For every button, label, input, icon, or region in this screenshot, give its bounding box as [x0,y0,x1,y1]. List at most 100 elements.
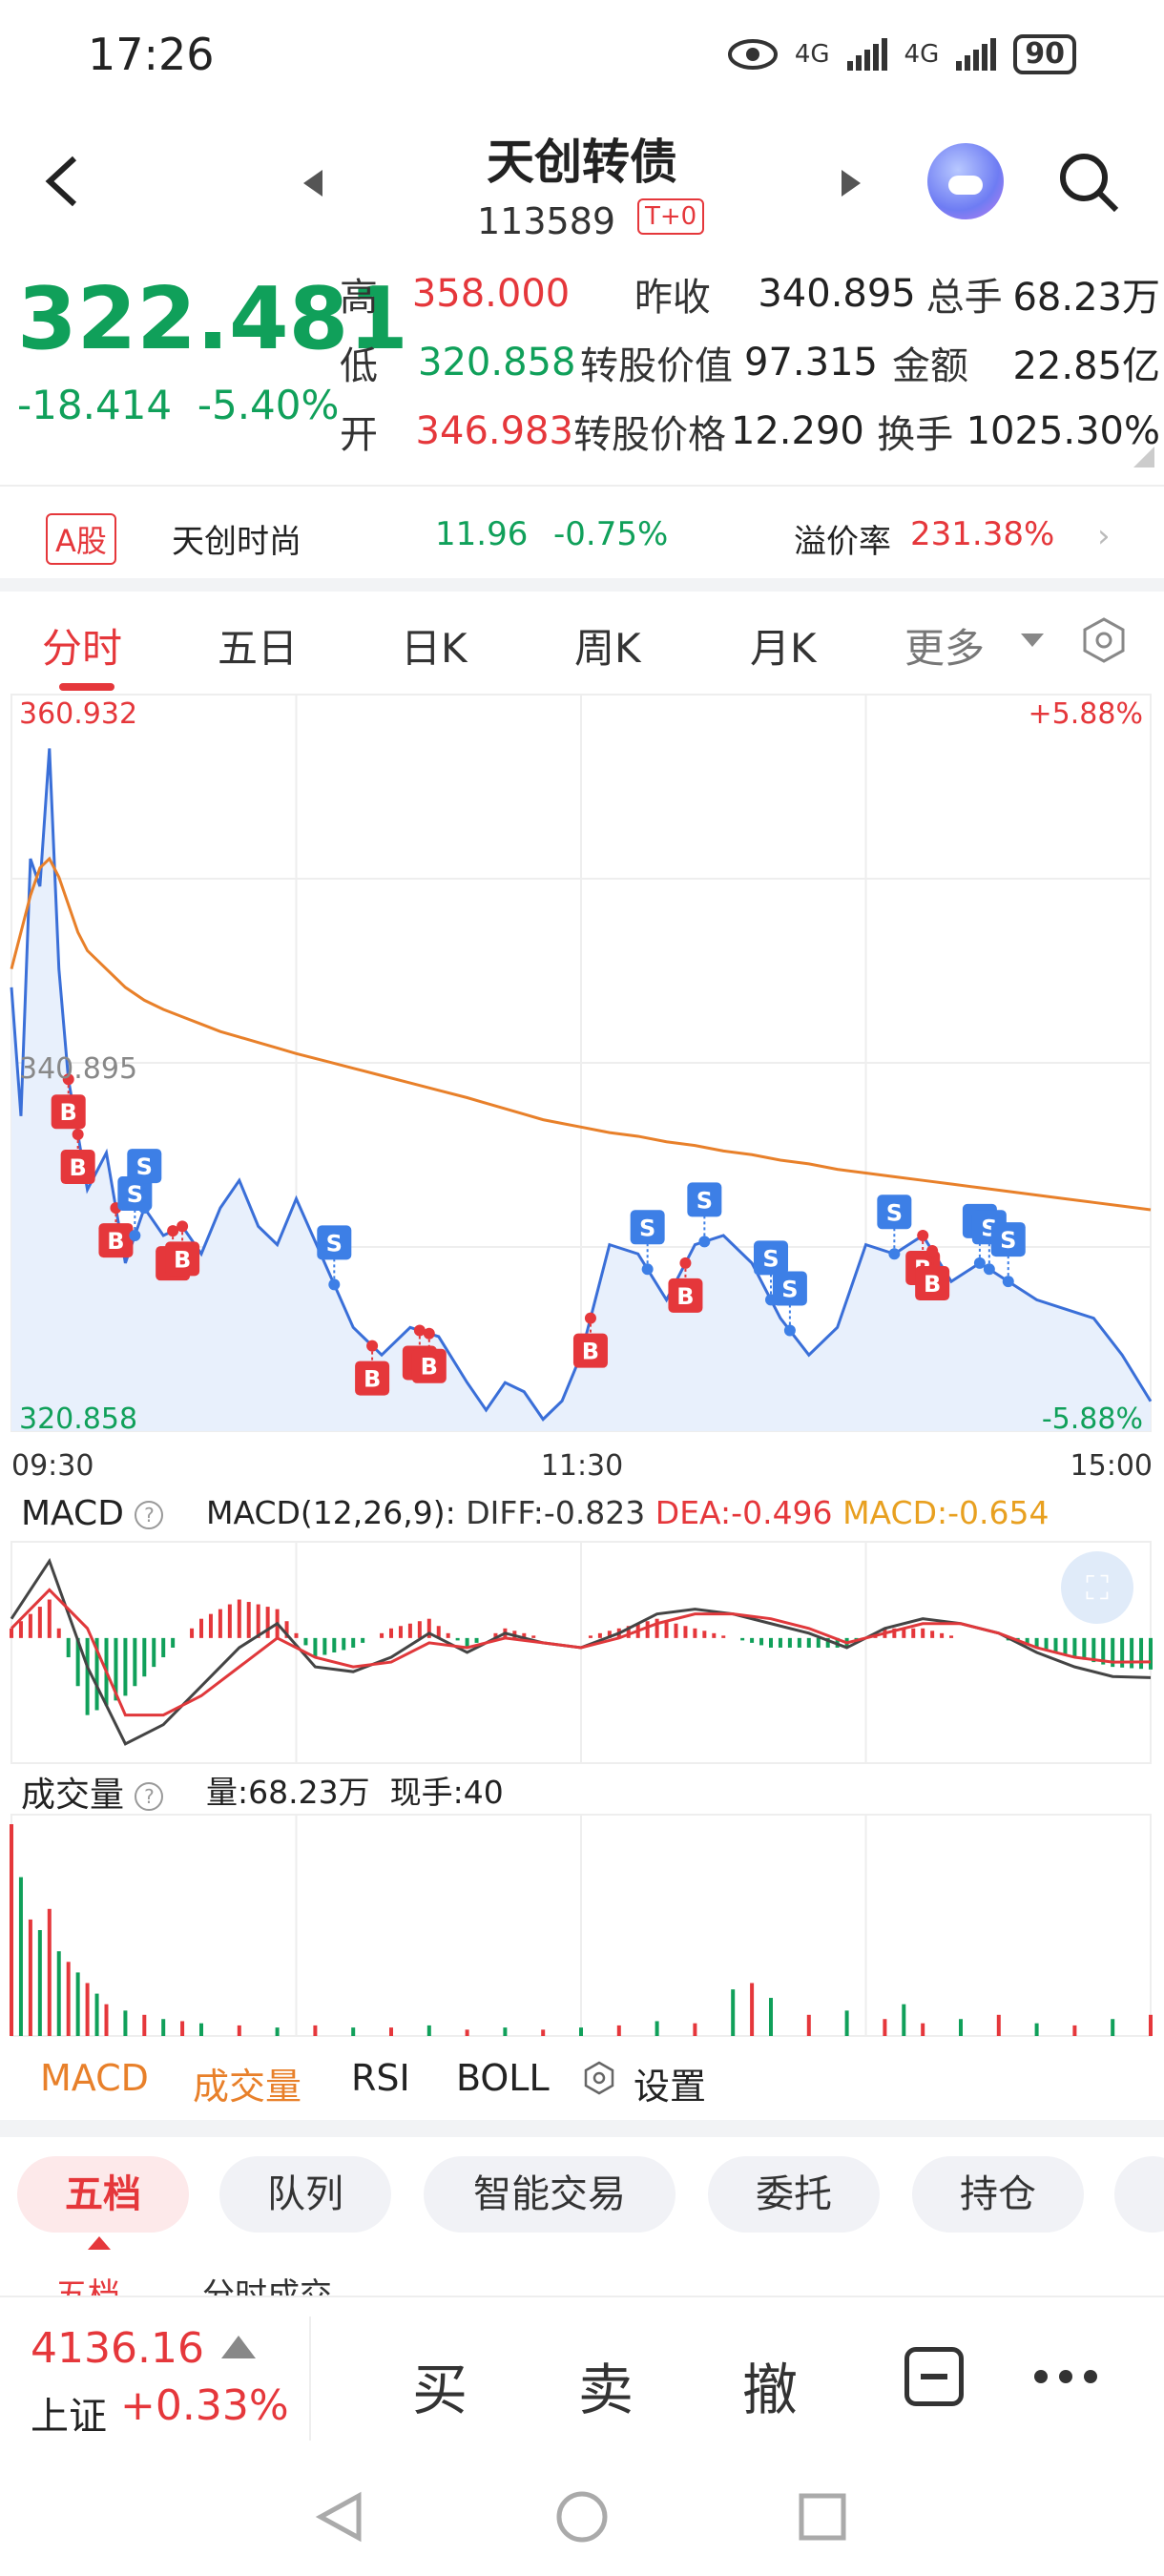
trade-point [72,1129,84,1141]
trade-point [973,1257,986,1269]
tab-smart-trade[interactable]: 智能交易 [424,2156,676,2233]
expand-corner-icon[interactable] [1133,447,1154,467]
volume-bar [142,2014,147,2036]
nav-back-icon[interactable] [315,2491,362,2543]
more-icon[interactable] [1034,2370,1097,2383]
sell-marker [317,1225,352,1260]
tab-orders[interactable]: 委托 [708,2156,880,2233]
indicator-rsi[interactable]: RSI [351,2057,410,2099]
trade-point [888,1248,901,1260]
tab-five-day[interactable]: 五日 [218,625,299,672]
prev-security-icon[interactable] [303,170,322,197]
status-time: 17:26 [88,29,215,80]
buy-marker [572,1333,608,1368]
next-security-icon[interactable] [842,170,861,197]
y-top-label: 360.932 [19,697,137,731]
volume-header: 成交量 ? 量:68.23万 现手:40 [0,1767,1164,1815]
bottom-bar: 4136.16 上证 +0.33% 买 卖 撤 [0,2296,1164,2458]
sell-marker-label: S [639,1215,655,1241]
assistant-bot-icon[interactable] [927,143,1004,219]
quote-label: 转股价值 [580,344,733,388]
x-label-noon: 11:30 [541,1449,623,1479]
volume-bar [56,1951,61,2036]
a-share-change: -0.75% [553,515,669,553]
tab-monthly-k[interactable]: 月K [750,625,817,672]
trade-point [641,1263,654,1276]
macd-values: MACD(12,26,9): DIFF:-0.823 DEA:-0.496 MA… [206,1494,1049,1531]
last-trade-size: 现手:40 [389,1774,504,1811]
indicator-boll[interactable]: BOLL [456,2057,550,2099]
indicator-macd[interactable]: MACD [40,2057,149,2099]
chevron-down-icon[interactable] [1021,634,1044,647]
indicator-volume[interactable]: 成交量 [193,2066,302,2108]
macd-chart[interactable]: ⛶ [0,1538,1164,1767]
tab-queue[interactable]: 队列 [219,2156,391,2233]
change-value: -18.414 [17,382,173,428]
volume-bar [161,2019,166,2036]
settings-hexagon-icon[interactable] [582,2061,616,2095]
nav-home-icon[interactable] [556,2491,608,2543]
trade-point [926,1245,939,1257]
buy-marker [668,1278,703,1313]
buy-marker [98,1223,134,1258]
index-up-triangle-icon [221,2336,256,2358]
quote-label: 昨收 [634,276,711,320]
quote-value: 320.858 [418,341,576,384]
average-price-line [10,856,1152,1212]
macd-value: MACD:-0.654 [842,1494,1050,1531]
tab-overflow[interactable] [1114,2156,1164,2233]
volume-bar [806,2014,811,2036]
system-nav-bar [315,2491,846,2543]
a-share-row[interactable]: A股 天创时尚 11.96 -0.75% 溢价率 231.38% › [0,487,1164,582]
tab-active-indicator [59,683,114,691]
help-icon[interactable]: ? [135,1782,164,1811]
indicator-settings[interactable]: 设置 [634,2066,707,2108]
sell-button[interactable]: 卖 [578,2358,634,2422]
a-share-badge: A股 [46,513,116,565]
intraday-chart[interactable]: BBBBBSSSBBBBSBSSSSBBSSS 360.932 340.895 … [0,687,1164,1479]
volume-chart[interactable] [0,1811,1164,2040]
quote-row: 高 358.000 昨收 340.895 总手 68.23万 [340,260,1160,328]
buy-marker-label: B [70,1154,87,1181]
tab-intraday[interactable]: 分时 [42,625,123,672]
tab-five-levels[interactable]: 五档 [17,2156,189,2233]
index-change[interactable]: +0.33% [120,2381,289,2430]
quote-value: 68.23万 [1012,276,1160,320]
trade-point [584,1312,596,1324]
quote-value: 22.85亿 [1012,344,1160,388]
indicator-selector: MACD 成交量 RSI BOLL 设置 [0,2042,1164,2118]
buy-marker-label: B [924,1271,941,1298]
buy-button[interactable]: 买 [412,2358,468,2422]
index-name[interactable]: 上证 [31,2395,107,2439]
tab-positions[interactable]: 持仓 [912,2156,1084,2233]
tab-weekly-k[interactable]: 周K [574,625,641,672]
cancel-order-button[interactable]: 撤 [742,2358,799,2422]
index-value[interactable]: 4136.16 [31,2324,204,2373]
trade-point [983,1263,995,1276]
volume-bar [579,2027,583,2036]
back-arrow-icon[interactable] [38,153,86,210]
sell-marker [772,1271,807,1306]
settings-hexagon-icon[interactable] [1080,616,1128,664]
sell-marker [754,1240,788,1276]
nav-recents-icon[interactable] [799,2493,846,2541]
macd-header: MACD ? MACD(12,26,9): DIFF:-0.823 DEA:-0… [0,1494,1164,1542]
help-icon[interactable]: ? [135,1501,164,1529]
volume-bar [351,2027,356,2036]
buy-marker-label: B [582,1339,599,1365]
sell-marker [630,1210,665,1245]
tab-daily-k[interactable]: 日K [401,625,468,672]
trade-point [1002,1276,1014,1288]
buy-marker-label: B [421,1354,438,1381]
fullscreen-button[interactable]: ⛶ [1061,1551,1133,1624]
quote-label: 总手 [925,276,1003,320]
quote-label: 换手 [877,413,954,457]
trade-point [413,1324,426,1337]
collapse-icon[interactable] [904,2347,964,2406]
battery-icon: 90 [1013,34,1076,74]
volume-total: 量:68.23万 [206,1774,370,1811]
search-icon[interactable] [1055,149,1122,216]
volume-bar [902,2004,906,2036]
tab-more[interactable]: 更多 [904,625,986,672]
volume-bar [959,2019,963,2036]
